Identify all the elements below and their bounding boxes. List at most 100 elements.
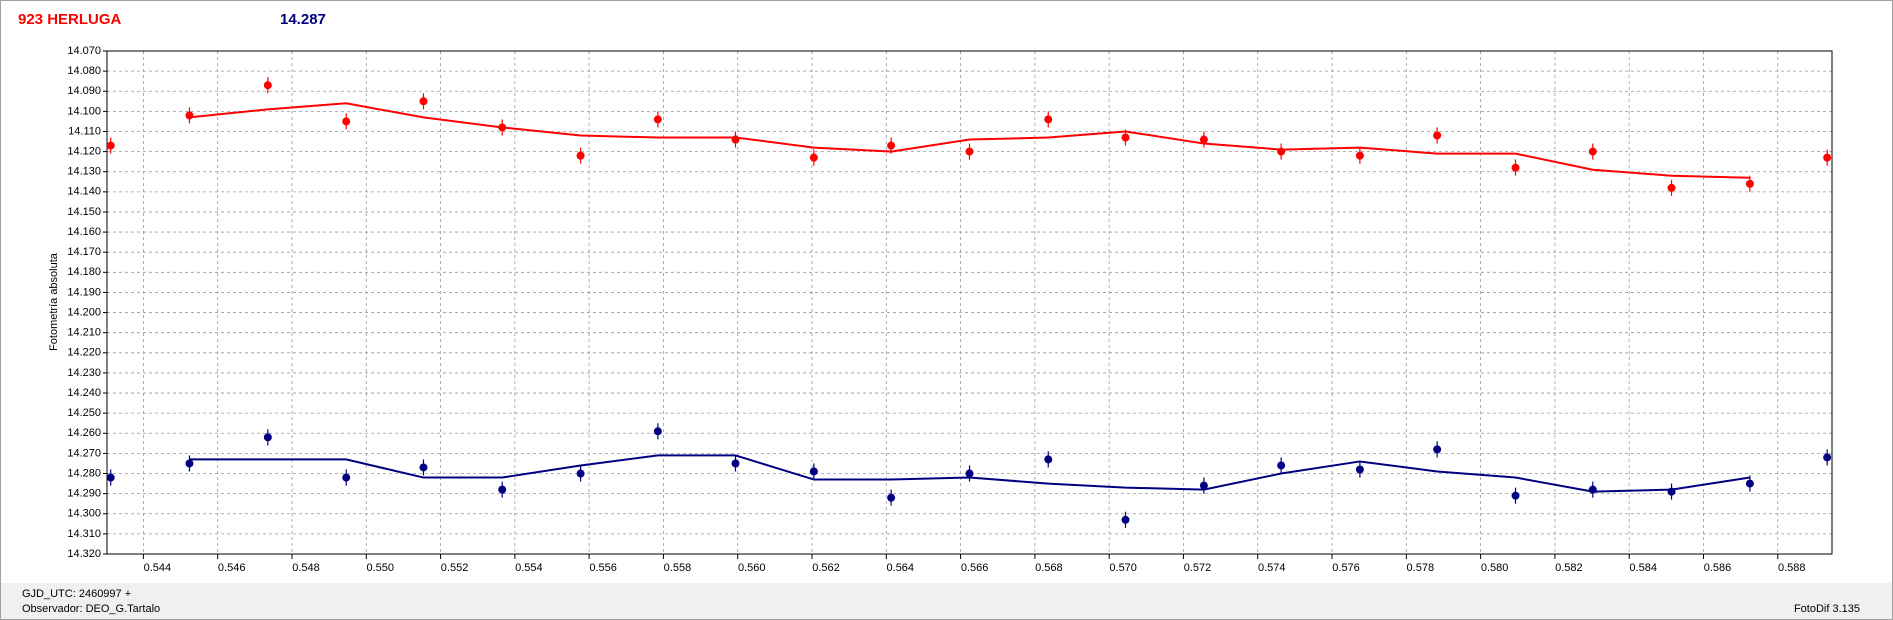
y-axis-label: Fotometría absoluta <box>48 252 60 351</box>
data-point <box>1199 481 1208 490</box>
y-tick-label: 14.140 <box>67 186 101 198</box>
data-point <box>263 433 272 442</box>
data-point <box>419 97 428 106</box>
y-tick-label: 14.120 <box>67 146 101 158</box>
data-point <box>1355 151 1364 160</box>
x-tick-label: 0.578 <box>1407 562 1435 574</box>
x-tick-label: 0.584 <box>1629 562 1657 574</box>
data-point <box>419 463 428 472</box>
y-tick-label: 14.080 <box>67 65 101 77</box>
footer-bar <box>1 583 1892 619</box>
y-tick-label: 14.090 <box>67 85 101 97</box>
data-point <box>1121 133 1130 142</box>
y-tick-label: 14.220 <box>67 347 101 359</box>
x-tick-label: 0.552 <box>441 562 469 574</box>
data-point <box>653 115 662 124</box>
y-tick-label: 14.300 <box>67 508 101 520</box>
footer-text: FotoDif 3.135 <box>1794 603 1860 615</box>
y-tick-label: 14.240 <box>67 387 101 399</box>
x-tick-label: 0.576 <box>1332 562 1360 574</box>
y-tick-label: 14.200 <box>67 306 101 318</box>
y-tick-label: 14.130 <box>67 166 101 178</box>
series-title: 923 HERLUGA <box>18 11 122 28</box>
data-point <box>576 469 585 478</box>
data-point <box>653 427 662 436</box>
series-title: 14.287 <box>280 11 326 28</box>
data-point <box>809 467 818 476</box>
x-tick-label: 0.572 <box>1184 562 1212 574</box>
data-point <box>1823 153 1832 162</box>
data-point <box>185 459 194 468</box>
x-tick-label: 0.548 <box>292 562 320 574</box>
footer-text: Observador: DEO_G.Tartalo <box>22 603 160 615</box>
x-tick-label: 0.562 <box>812 562 840 574</box>
data-point <box>576 151 585 160</box>
x-tick-label: 0.550 <box>367 562 395 574</box>
data-point <box>263 81 272 90</box>
data-point <box>1199 135 1208 144</box>
data-point <box>965 469 974 478</box>
x-tick-label: 0.558 <box>664 562 692 574</box>
x-tick-label: 0.556 <box>589 562 617 574</box>
y-tick-label: 14.070 <box>67 45 101 57</box>
x-tick-label: 0.586 <box>1704 562 1732 574</box>
y-tick-label: 14.210 <box>67 327 101 339</box>
x-tick-label: 0.560 <box>738 562 766 574</box>
plot-frame <box>106 50 1833 555</box>
data-point <box>1044 115 1053 124</box>
data-point <box>1044 455 1053 464</box>
data-point <box>1745 479 1754 488</box>
data-point <box>1588 485 1597 494</box>
y-tick-label: 14.100 <box>67 105 101 117</box>
data-point <box>106 473 115 482</box>
y-tick-label: 14.250 <box>67 407 101 419</box>
footer-text: GJD_UTC: 2460997 + <box>22 588 131 600</box>
y-tick-label: 14.260 <box>67 427 101 439</box>
x-tick-label: 0.574 <box>1258 562 1286 574</box>
data-point <box>1277 147 1286 156</box>
x-tick-label: 0.582 <box>1555 562 1583 574</box>
data-point <box>1433 445 1442 454</box>
y-tick-label: 14.230 <box>67 367 101 379</box>
data-point <box>1511 491 1520 500</box>
y-tick-label: 14.160 <box>67 226 101 238</box>
data-point <box>887 493 896 502</box>
y-tick-label: 14.310 <box>67 528 101 540</box>
y-tick-label: 14.320 <box>67 548 101 560</box>
fit-line <box>189 102 1750 179</box>
data-point <box>185 111 194 120</box>
y-tick-label: 14.280 <box>67 467 101 479</box>
data-point <box>1511 163 1520 172</box>
data-point <box>809 153 818 162</box>
x-tick-label: 0.580 <box>1481 562 1509 574</box>
data-point <box>731 135 740 144</box>
x-tick-label: 0.564 <box>887 562 915 574</box>
y-tick-label: 14.150 <box>67 206 101 218</box>
data-point <box>106 141 115 150</box>
y-tick-label: 14.290 <box>67 488 101 500</box>
x-tick-label: 0.546 <box>218 562 246 574</box>
y-tick-label: 14.190 <box>67 286 101 298</box>
x-tick-label: 0.566 <box>961 562 989 574</box>
data-point <box>731 459 740 468</box>
x-tick-label: 0.570 <box>1109 562 1137 574</box>
y-tick-label: 14.180 <box>67 266 101 278</box>
data-point <box>498 485 507 494</box>
y-tick-label: 14.110 <box>68 125 101 137</box>
data-point <box>1823 453 1832 462</box>
data-point <box>342 117 351 126</box>
data-point <box>342 473 351 482</box>
data-point <box>1433 131 1442 140</box>
y-tick-label: 14.270 <box>67 447 101 459</box>
data-point <box>1588 147 1597 156</box>
x-tick-label: 0.588 <box>1778 562 1806 574</box>
data-point <box>1355 465 1364 474</box>
x-tick-label: 0.554 <box>515 562 543 574</box>
data-point <box>498 123 507 132</box>
data-point <box>1667 487 1676 496</box>
data-point <box>1667 183 1676 192</box>
y-tick-label: 14.170 <box>67 246 101 258</box>
x-tick-label: 0.568 <box>1035 562 1063 574</box>
